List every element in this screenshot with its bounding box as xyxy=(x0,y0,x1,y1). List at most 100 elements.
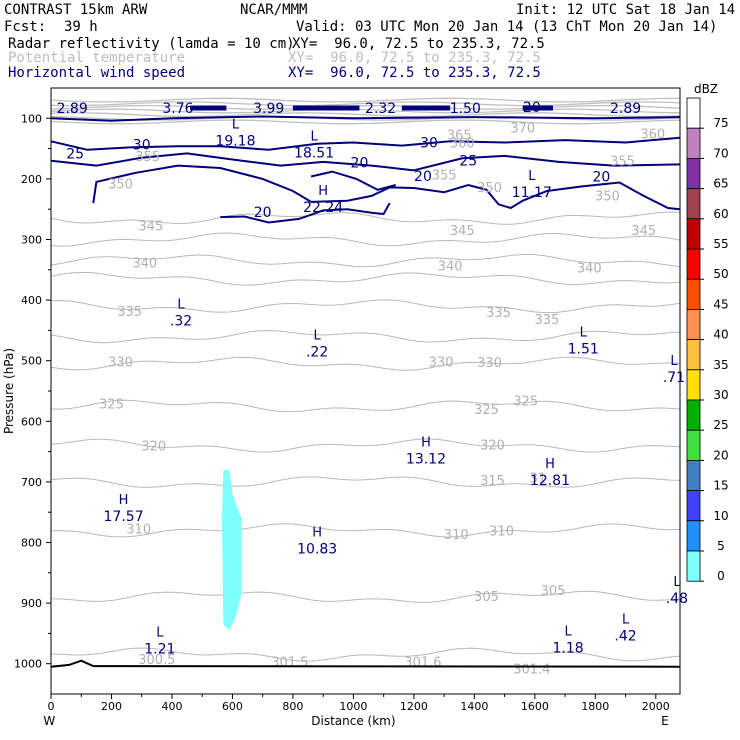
theta-contour-line xyxy=(50,299,681,314)
wind-label: 1.50 xyxy=(450,101,481,117)
extremum-symbol: H xyxy=(312,525,322,540)
theta-label: 325 xyxy=(513,395,538,410)
field-wind-name: Horizontal wind speed xyxy=(8,65,186,81)
extremum-symbol: L xyxy=(313,328,321,343)
wind-contour-line xyxy=(310,170,396,191)
theta-contour-line xyxy=(50,476,681,488)
valid-time: Valid: 03 UTC Mon 20 Jan 14 (13 ChT Mon … xyxy=(296,19,718,35)
wind-label: 25 xyxy=(459,154,477,170)
wind-label: 3.99 xyxy=(253,101,284,117)
extremum-symbol: L xyxy=(622,613,630,628)
field-theta-xy: XY= 96.0, 72.5 to 235.3, 72.5 xyxy=(288,50,541,66)
colorbar-label: 15 xyxy=(713,479,728,493)
colorbar-swatch xyxy=(686,218,701,250)
theta-label: 335 xyxy=(486,306,511,321)
theta-label: 330 xyxy=(429,355,454,370)
colorbar-label: 65 xyxy=(713,177,728,191)
theta-label: 345 xyxy=(450,224,475,239)
extremum-value: .32 xyxy=(170,313,192,329)
x-tick-label: 600 xyxy=(222,700,243,713)
theta-label: 31 xyxy=(530,472,547,487)
wind-label: 20 xyxy=(523,100,541,116)
colorbar-swatch xyxy=(686,157,701,189)
extremum-symbol: L xyxy=(177,297,185,312)
theta-label: 340 xyxy=(438,260,463,275)
wind-label: 30 xyxy=(133,137,151,153)
colorbar-swatch xyxy=(686,97,701,129)
extremum-value: 1.18 xyxy=(553,641,584,657)
theta-contour-line xyxy=(50,108,681,114)
colorbar-swatch xyxy=(686,490,701,522)
wind-contour-line xyxy=(50,136,681,151)
y-tick-label: 300 xyxy=(21,234,42,247)
extremum-value: 1.21 xyxy=(144,641,175,657)
colorbar-label: 35 xyxy=(713,358,728,372)
colorbar-label: 30 xyxy=(713,388,728,402)
theta-label: 310 xyxy=(489,524,514,539)
theta-label: 355 xyxy=(432,169,457,184)
colorbar-label: 10 xyxy=(713,509,728,523)
x-tick-label: 1800 xyxy=(581,700,609,713)
org-label: NCAR/MMM xyxy=(240,2,308,18)
theta-label: 325 xyxy=(474,403,499,418)
theta-label: 350 xyxy=(595,189,620,204)
y-tick-label: 900 xyxy=(21,597,42,610)
x-tick-label: 400 xyxy=(161,700,182,713)
colorbar-swatch xyxy=(686,369,701,401)
extremum-symbol: H xyxy=(545,457,555,472)
fcst-value: 39 h xyxy=(64,19,98,35)
chart-title: CONTRAST 15km ARW xyxy=(4,2,148,18)
colorbar-swatch xyxy=(686,429,701,461)
theta-label: 360 xyxy=(450,137,475,152)
theta-label: 365 xyxy=(447,129,472,144)
y-tick-label: 600 xyxy=(21,415,42,428)
theta-label: 340 xyxy=(132,257,157,272)
colorbar-swatch xyxy=(686,339,701,371)
theta-label: 300.5 xyxy=(138,653,175,668)
extremum-value: 17.57 xyxy=(104,509,144,525)
x-tick-label: 1400 xyxy=(460,700,488,713)
colorbar-swatch xyxy=(686,127,701,159)
theta-contour-line xyxy=(50,97,681,103)
field-reflectivity-name: Radar reflectivity (lamda = 10 cm) xyxy=(8,36,295,52)
x-tick-label: 1600 xyxy=(521,700,549,713)
theta-contour-line xyxy=(50,211,681,225)
colorbar-label: 25 xyxy=(713,418,728,432)
wind-contour-line xyxy=(92,164,681,211)
theta-label: 330 xyxy=(108,355,133,370)
extremum-value: 13.12 xyxy=(406,452,446,468)
colorbar-label: 60 xyxy=(713,207,728,221)
extremum-symbol: L xyxy=(310,130,318,145)
colorbar-swatch xyxy=(686,520,701,552)
extremum-symbol: H xyxy=(119,493,129,508)
wind-contour-line xyxy=(220,202,391,224)
x-tick-label: 1000 xyxy=(339,700,367,713)
colorbar-label: 20 xyxy=(713,448,728,462)
theta-contour-line xyxy=(50,104,681,110)
extremum-symbol: L xyxy=(670,354,678,369)
extremum-value: .42 xyxy=(614,629,636,645)
x-tick-label: 0 xyxy=(48,700,55,713)
y-tick-label: 800 xyxy=(21,537,42,550)
colorbar-swatch xyxy=(686,459,701,491)
extremum-symbol: H xyxy=(421,436,431,451)
extremum-value: .71 xyxy=(663,370,685,386)
theta-label: 325 xyxy=(99,398,124,413)
theta-contour-line xyxy=(50,329,681,344)
field-wind-xy: XY= 96.0, 72.5 to 235.3, 72.5 xyxy=(288,65,541,81)
fcst-label: Fcst: xyxy=(4,19,47,35)
y-axis-label: Pressure (hPa) xyxy=(2,348,16,434)
colorbar-swatch xyxy=(686,550,701,582)
y-tick-label: 100 xyxy=(21,112,42,125)
theta-contour-line xyxy=(50,115,681,121)
wind-label: 20 xyxy=(254,205,272,221)
y-tick-label: 200 xyxy=(21,173,42,186)
colorbar-swatch xyxy=(686,278,701,310)
theta-label: 340 xyxy=(577,261,602,276)
west-label: W xyxy=(43,714,55,728)
east-label: E xyxy=(661,714,669,728)
extremum-symbol: L xyxy=(580,325,588,340)
colorbar-label: 75 xyxy=(713,116,728,130)
colorbar-swatch xyxy=(686,248,701,280)
y-tick-label: 500 xyxy=(21,355,42,368)
